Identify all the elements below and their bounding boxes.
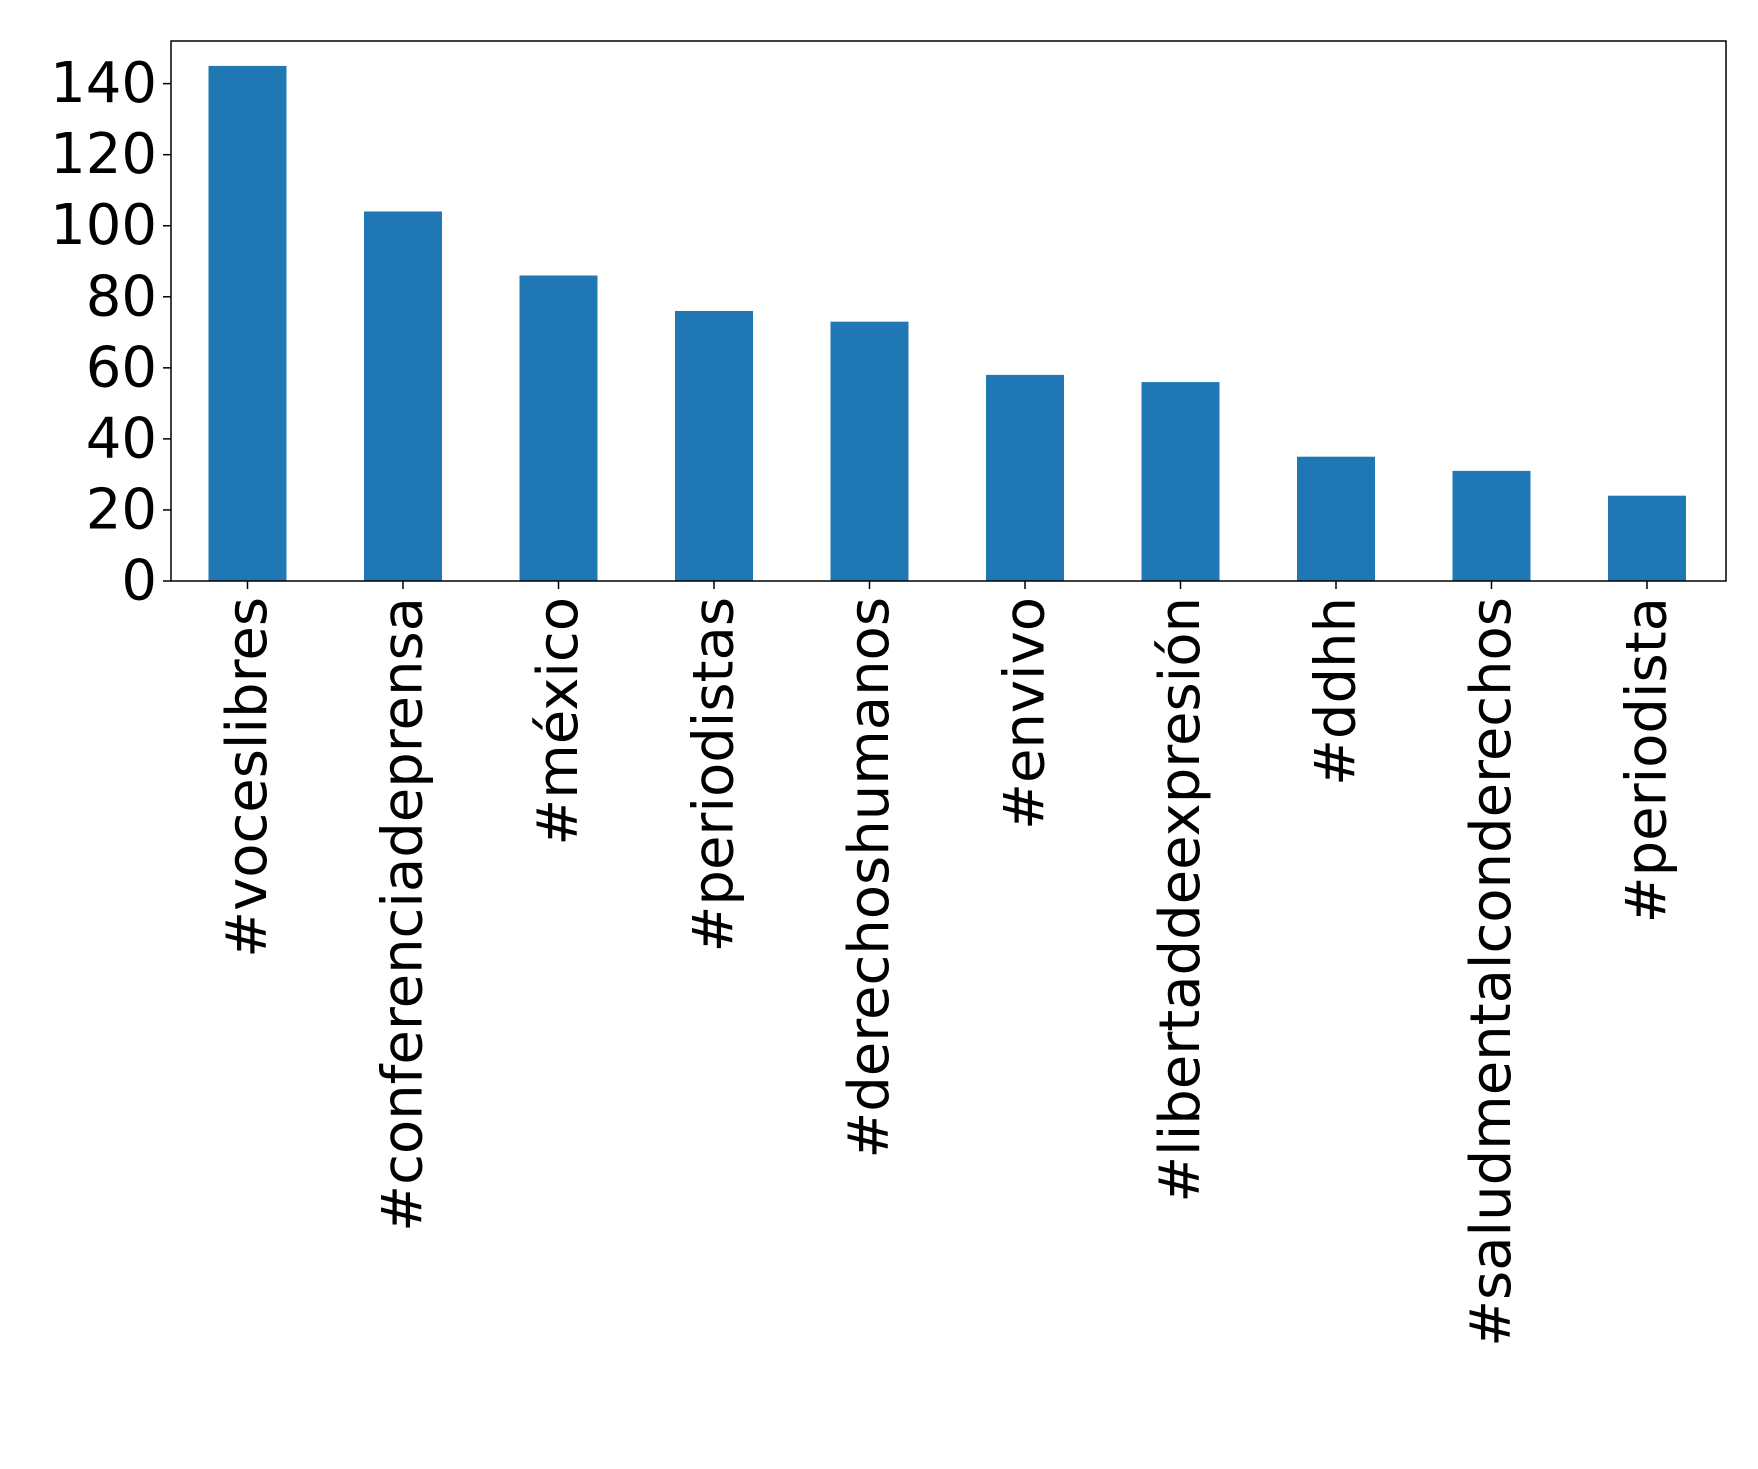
plot-frame (170, 40, 1727, 582)
x-tick-label: #méxico (526, 597, 591, 846)
y-tick-label: 120 (50, 122, 157, 187)
bar (986, 374, 1064, 581)
bar (208, 65, 287, 581)
y-tick-label: 60 (86, 335, 157, 400)
y-tick-label: 20 (86, 477, 157, 542)
x-tick-label: #derechoshumanos (837, 597, 902, 1159)
x-tick-label: #periodista (1615, 597, 1680, 923)
x-tick-label: #periodistas (682, 597, 747, 953)
bar (1141, 382, 1220, 581)
bar (1297, 456, 1375, 581)
y-tick-label: 140 (50, 51, 157, 116)
x-tick-label: #voceslibres (215, 597, 280, 958)
bar (830, 321, 909, 581)
bar (519, 275, 598, 581)
bars-layer (208, 65, 1686, 581)
x-tick-label: #libertaddeexpresión (1148, 597, 1213, 1203)
y-tick-label: 40 (86, 406, 157, 471)
bar (1608, 495, 1686, 581)
x-tick-label: #saludmentalconderechos (1459, 597, 1524, 1347)
y-tick-label: 0 (121, 549, 157, 614)
x-tick-label: #envivo (993, 597, 1058, 830)
bar (364, 211, 442, 581)
x-tick-label: #ddhh (1304, 597, 1369, 786)
x-axis: #voceslibres #conferenciadeprensa #méxico #… (215, 581, 1680, 1347)
x-tick-label: #conferenciadeprensa (371, 597, 436, 1232)
y-tick-label: 80 (86, 264, 157, 329)
bar (1452, 470, 1531, 581)
y-tick-label: 100 (50, 193, 157, 258)
bar (675, 311, 753, 581)
